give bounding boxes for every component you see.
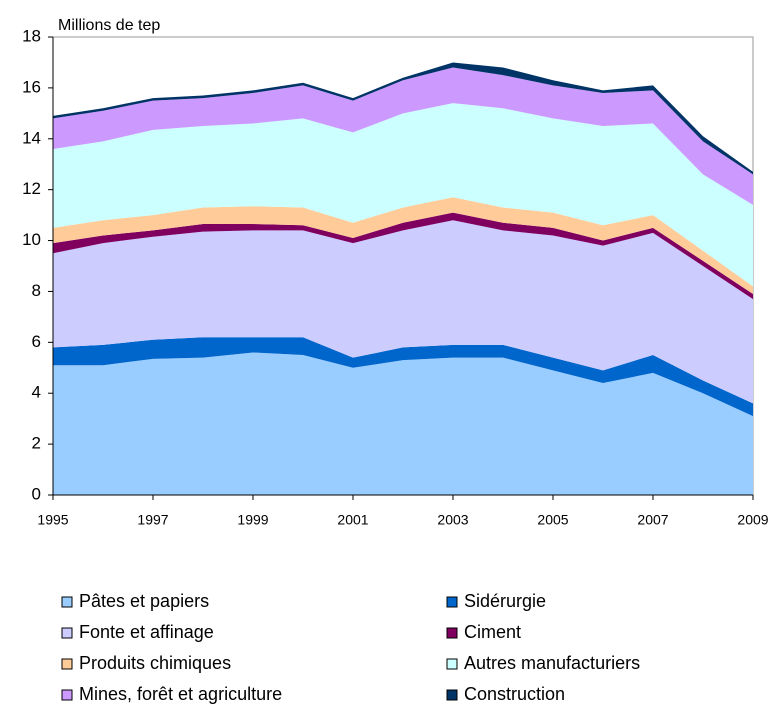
area <box>53 337 753 417</box>
x-tick-label: 2003 <box>437 512 468 528</box>
area <box>53 103 753 287</box>
legend-label: Produits chimiques <box>79 653 231 673</box>
y-tick-label: 6 <box>32 332 41 351</box>
legend-swatch <box>446 658 458 670</box>
legend-label: Fonte et affinage <box>79 622 214 642</box>
legend-label: Ciment <box>464 622 521 642</box>
legend-label: Pâtes et papiers <box>79 591 209 611</box>
legend-swatch <box>446 627 458 639</box>
y-tick-label: 0 <box>32 484 41 503</box>
x-tick-label: 2001 <box>337 512 368 528</box>
y-tick-label: 16 <box>22 77 41 96</box>
y-tick-label: 8 <box>32 281 41 300</box>
legend-swatch <box>446 689 458 701</box>
legend-swatch <box>61 658 73 670</box>
area <box>53 197 753 294</box>
legend-label: Sidérurgie <box>464 591 546 611</box>
x-tick-label: 1995 <box>37 512 68 528</box>
area <box>53 67 753 205</box>
legend-swatch <box>61 689 73 701</box>
x-tick-label: 1999 <box>237 512 268 528</box>
legend-label: Construction <box>464 684 565 704</box>
legend-swatch <box>61 627 73 639</box>
legend-swatch <box>446 596 458 608</box>
y-tick-label: 2 <box>32 434 41 453</box>
y-tick-label: 10 <box>22 230 41 249</box>
x-tick-label: 2009 <box>737 512 768 528</box>
legend-label: Autres manufacturiers <box>464 653 640 673</box>
y-axis-label: Millions de tep <box>58 17 160 34</box>
y-tick-label: 14 <box>22 128 41 147</box>
y-tick-label: 18 <box>22 26 41 45</box>
legend-swatch <box>61 596 73 608</box>
x-tick-label: 1997 <box>137 512 168 528</box>
area <box>53 220 753 404</box>
y-tick-label: 4 <box>32 383 41 402</box>
legend-label: Mines, forêt et agriculture <box>79 684 282 704</box>
area <box>53 352 753 495</box>
x-tick-label: 2007 <box>637 512 668 528</box>
y-tick-label: 12 <box>22 179 41 198</box>
x-tick-label: 2005 <box>537 512 568 528</box>
